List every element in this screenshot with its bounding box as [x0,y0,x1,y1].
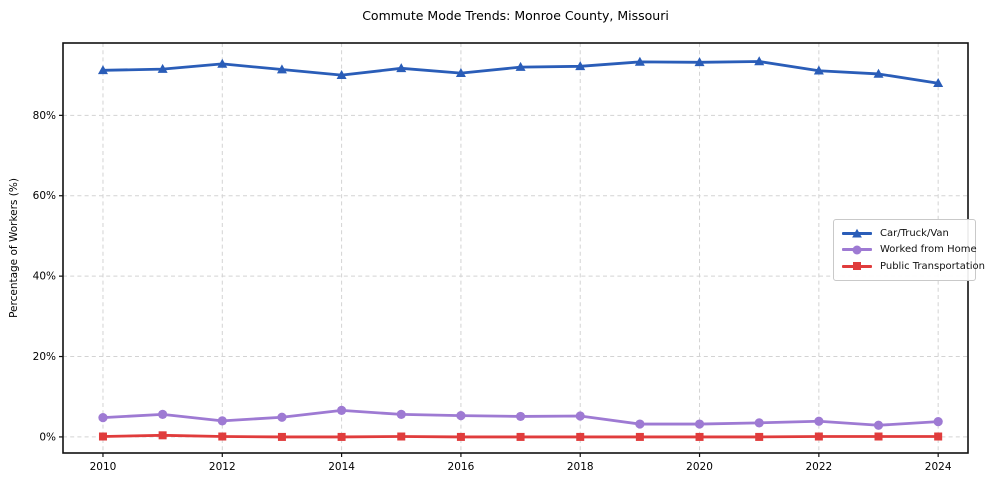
series-public-transportation [98,431,943,441]
legend-swatch [842,245,872,255]
x-tick-label: 2014 [328,461,355,473]
circle-marker-icon [852,245,862,255]
gridlines [63,43,968,453]
legend-label: Public Transportation [880,260,985,272]
square-marker-icon [853,262,861,271]
series-car-truck-van [97,56,944,87]
triangle-marker-icon [852,228,862,238]
y-tick-label: 40% [33,271,56,283]
y-tick-label: 20% [33,351,56,363]
x-tick-label: 2022 [805,461,832,473]
chart-title: Commute Mode Trends: Monroe County, Miss… [362,8,669,23]
y-tick-label: 60% [33,190,56,202]
axis-ticks [59,114,939,457]
series-worked-from-home [98,405,943,430]
legend-label: Worked from Home [880,244,977,256]
x-tick-label: 2018 [567,461,594,473]
legend-swatch [842,261,872,271]
x-tick-label: 2024 [925,461,952,473]
x-tick-label: 2016 [448,461,475,473]
y-tick-label: 0% [39,431,56,443]
legend-item-public-transportation: Public Transportation [842,258,985,275]
tick-labels: 0% 20% 40% 60% 80% 2010 2012 2014 2016 2018 2020 20… [33,110,952,473]
legend-item-car-truck-van: Car/Truck/Van [842,225,967,242]
x-tick-label: 2020 [686,461,713,473]
legend: Car/Truck/Van Worked from Home Public Tr… [833,219,985,281]
legend-item-worked-from-home: Worked from Home [842,242,977,259]
x-tick-label: 2010 [90,461,117,473]
y-tick-label: 80% [33,110,56,122]
legend-label: Car/Truck/Van [880,227,949,239]
legend-swatch [842,228,872,238]
x-tick-label: 2012 [209,461,236,473]
